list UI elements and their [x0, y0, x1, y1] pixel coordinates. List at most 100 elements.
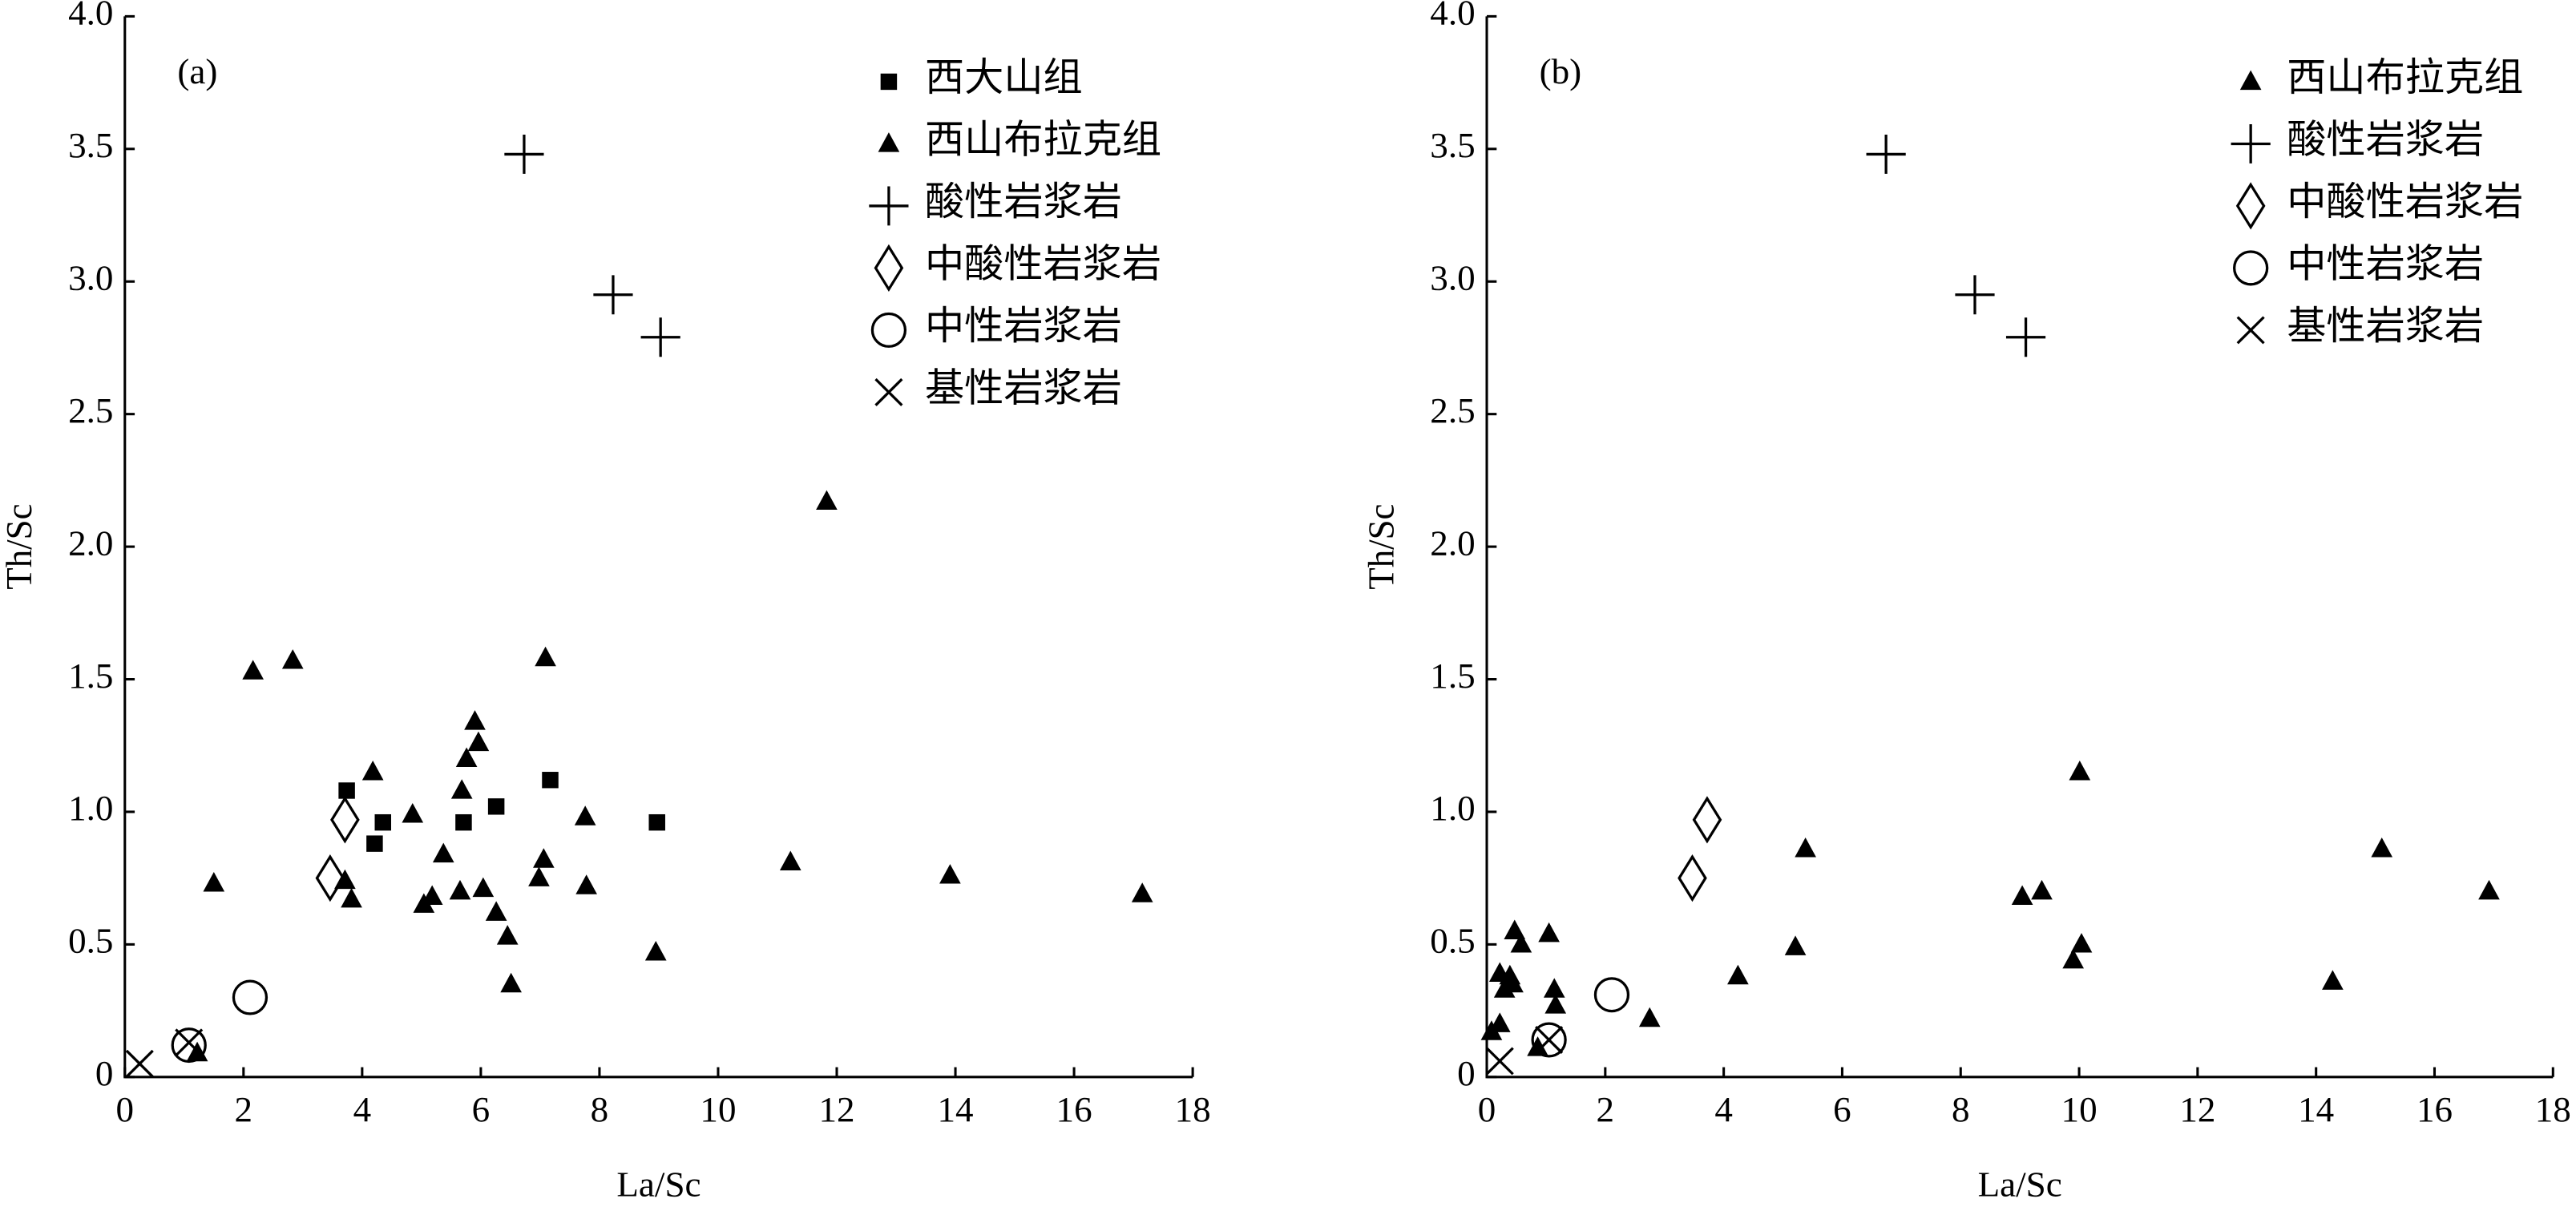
x-tick-label: 12 [2179, 1089, 2215, 1129]
legend-marker [2233, 250, 2269, 286]
x-tick-label: 2 [235, 1089, 253, 1129]
data-point [464, 710, 486, 730]
y-tick-label: 2.0 [68, 523, 113, 563]
data-point [402, 802, 424, 823]
data-point [472, 877, 495, 898]
data-point [1593, 977, 1630, 1013]
data-point [374, 813, 392, 831]
data-point [1504, 919, 1526, 940]
x-tick-label: 8 [591, 1089, 609, 1129]
data-point [1493, 978, 1516, 998]
x-tick-label: 6 [472, 1089, 491, 1129]
data-point [640, 317, 680, 357]
y-tick-label: 0.5 [1430, 921, 1475, 961]
data-point [487, 798, 505, 815]
data-point [432, 842, 454, 863]
data-point [242, 660, 264, 680]
data-point [816, 490, 838, 511]
data-point [1638, 1007, 1661, 1027]
data-point [1678, 854, 1707, 902]
legend-label: 基性岩浆岩 [925, 366, 1122, 410]
data-point [2478, 879, 2500, 900]
data-point [485, 901, 507, 921]
y-tick-label: 4.0 [68, 0, 113, 33]
y-axis-label: Th/Sc [1361, 504, 1401, 590]
data-point [2322, 970, 2344, 990]
data-point [455, 747, 478, 767]
data-point [2371, 837, 2393, 858]
data-point [533, 848, 555, 868]
x-tick-label: 4 [1714, 1089, 1733, 1129]
legend-marker [878, 132, 900, 152]
legend-label: 中性岩浆岩 [925, 304, 1122, 348]
data-point [467, 731, 490, 752]
y-tick-label: 1.0 [1430, 788, 1475, 828]
data-point [449, 879, 471, 900]
data-point [1544, 994, 1567, 1014]
data-point [450, 779, 473, 799]
data-point [361, 761, 384, 781]
y-tick-label: 2.0 [1430, 523, 1475, 563]
legend-label: 酸性岩浆岩 [2287, 118, 2484, 162]
y-tick-label: 3.0 [1430, 258, 1475, 298]
y-axis-label: Th/Sc [0, 504, 39, 590]
data-point [1795, 837, 1816, 858]
data-point [125, 1049, 154, 1078]
legend-marker [880, 73, 898, 91]
data-point [1784, 935, 1807, 955]
x-axis-label: La/Sc [616, 1165, 701, 1205]
data-point [1866, 134, 1906, 174]
data-point [175, 1028, 204, 1057]
data-point [939, 864, 961, 884]
y-tick-label: 3.0 [68, 258, 113, 298]
data-point [1692, 796, 1722, 844]
legend-marker [874, 377, 903, 406]
data-point [1502, 972, 1524, 993]
data-point [1538, 922, 1560, 943]
data-point [2031, 879, 2053, 900]
data-point [644, 941, 667, 961]
data-point [203, 871, 225, 892]
legend-marker [2231, 123, 2271, 163]
legend-marker [870, 312, 907, 348]
y-tick-label: 0 [95, 1053, 114, 1093]
x-tick-label: 10 [700, 1089, 736, 1129]
x-tick-label: 10 [2061, 1089, 2098, 1129]
x-tick-label: 14 [2298, 1089, 2334, 1129]
x-tick-label: 8 [1952, 1089, 1970, 1129]
x-tick-label: 12 [818, 1089, 854, 1129]
x-tick-label: 6 [1833, 1089, 1851, 1129]
y-tick-label: 0 [1457, 1053, 1476, 1093]
axes [1485, 16, 2554, 1079]
data-point [574, 805, 596, 825]
legend-label: 酸性岩浆岩 [925, 180, 1122, 224]
legend-label: 中酸性岩浆岩 [2287, 180, 2523, 224]
data-point [496, 925, 519, 945]
axes [123, 16, 1193, 1079]
x-tick-label: 0 [116, 1089, 135, 1129]
data-point [779, 850, 801, 870]
x-axis-label: La/Sc [1978, 1165, 2062, 1205]
data-point [2011, 885, 2033, 906]
legend-label: 西大山组 [925, 55, 1083, 99]
data-point [1488, 1012, 1511, 1032]
x-tick-label: 16 [1056, 1089, 1092, 1129]
x-tick-label: 18 [1175, 1089, 1211, 1129]
data-point [575, 874, 597, 894]
x-tick-label: 18 [2535, 1089, 2571, 1129]
legend-marker [2239, 70, 2262, 91]
y-tick-label: 4.0 [1430, 0, 1475, 33]
data-point [1131, 882, 1153, 902]
panel-label: (b) [1540, 51, 1582, 91]
data-point [648, 813, 665, 831]
y-tick-label: 1.5 [1430, 656, 1475, 696]
y-tick-label: 1.5 [68, 656, 113, 696]
x-tick-label: 16 [2417, 1089, 2453, 1129]
y-tick-label: 1.0 [68, 788, 113, 828]
x-tick-label: 0 [1478, 1089, 1496, 1129]
data-point [1543, 978, 1565, 998]
data-point [281, 649, 304, 669]
data-point [315, 854, 345, 902]
